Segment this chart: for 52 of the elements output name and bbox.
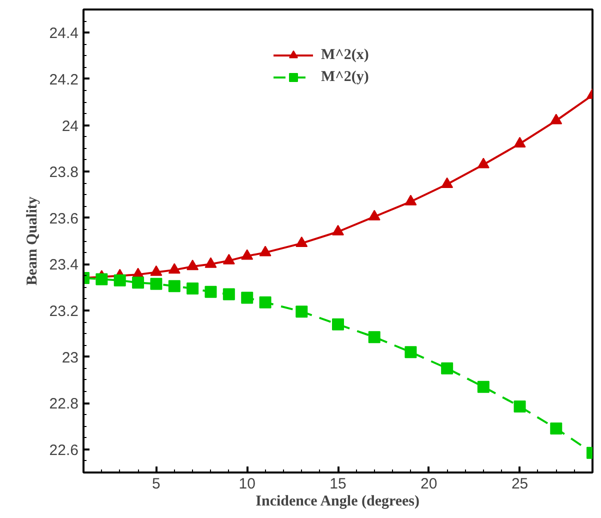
- point: [186, 282, 199, 294]
- point: [222, 254, 235, 264]
- y-tick-label: 23.2: [49, 302, 79, 320]
- point: [241, 292, 254, 304]
- y-tick-label: 22.6: [49, 442, 79, 459]
- point: [204, 286, 217, 298]
- point: [404, 346, 417, 358]
- point: [514, 400, 526, 413]
- point: [259, 246, 272, 256]
- y-axis-title: Beam Quality: [24, 196, 40, 286]
- point: [296, 306, 308, 318]
- point: [222, 288, 235, 300]
- point: [150, 265, 162, 276]
- point: [550, 114, 562, 124]
- point: [241, 249, 254, 260]
- point: [168, 263, 180, 274]
- point: [168, 280, 180, 292]
- point: [204, 257, 217, 268]
- point: [368, 331, 380, 344]
- point: [368, 210, 380, 220]
- y-tick-label: 22.8: [49, 396, 79, 413]
- point: [404, 194, 417, 206]
- x-axis-title: Incidence Angle (degrees): [256, 494, 420, 510]
- x-tick-label: 5: [152, 476, 160, 492]
- point: [550, 422, 562, 435]
- point: [259, 296, 272, 308]
- point: [477, 380, 490, 393]
- point: [186, 260, 199, 270]
- legend-label: M^2(y): [321, 68, 369, 86]
- y-tick-label: 24.4: [49, 25, 79, 42]
- y-tick-label: 24.2: [49, 71, 79, 88]
- legend-label: M^2(x): [321, 46, 369, 64]
- point: [332, 318, 344, 330]
- point: [132, 276, 144, 289]
- x-tick-label: 15: [330, 476, 346, 492]
- point: [514, 136, 526, 148]
- point: [150, 278, 162, 290]
- x-tick-label: 25: [511, 476, 528, 492]
- point: [296, 236, 308, 247]
- point: [332, 224, 344, 236]
- point: [441, 362, 454, 374]
- point: [441, 177, 454, 188]
- point: [114, 274, 126, 286]
- y-tick-label: 23.8: [49, 164, 79, 182]
- point: [477, 158, 490, 168]
- y-tick-label: 23.4: [49, 256, 79, 274]
- y-tick-label: 23.6: [49, 210, 79, 228]
- x-tick-label: 20: [420, 476, 438, 492]
- point: [96, 273, 108, 286]
- y-tick-label: 24: [62, 118, 79, 135]
- y-tick-label: 23: [62, 349, 79, 366]
- x-tick-label: 10: [238, 476, 256, 492]
